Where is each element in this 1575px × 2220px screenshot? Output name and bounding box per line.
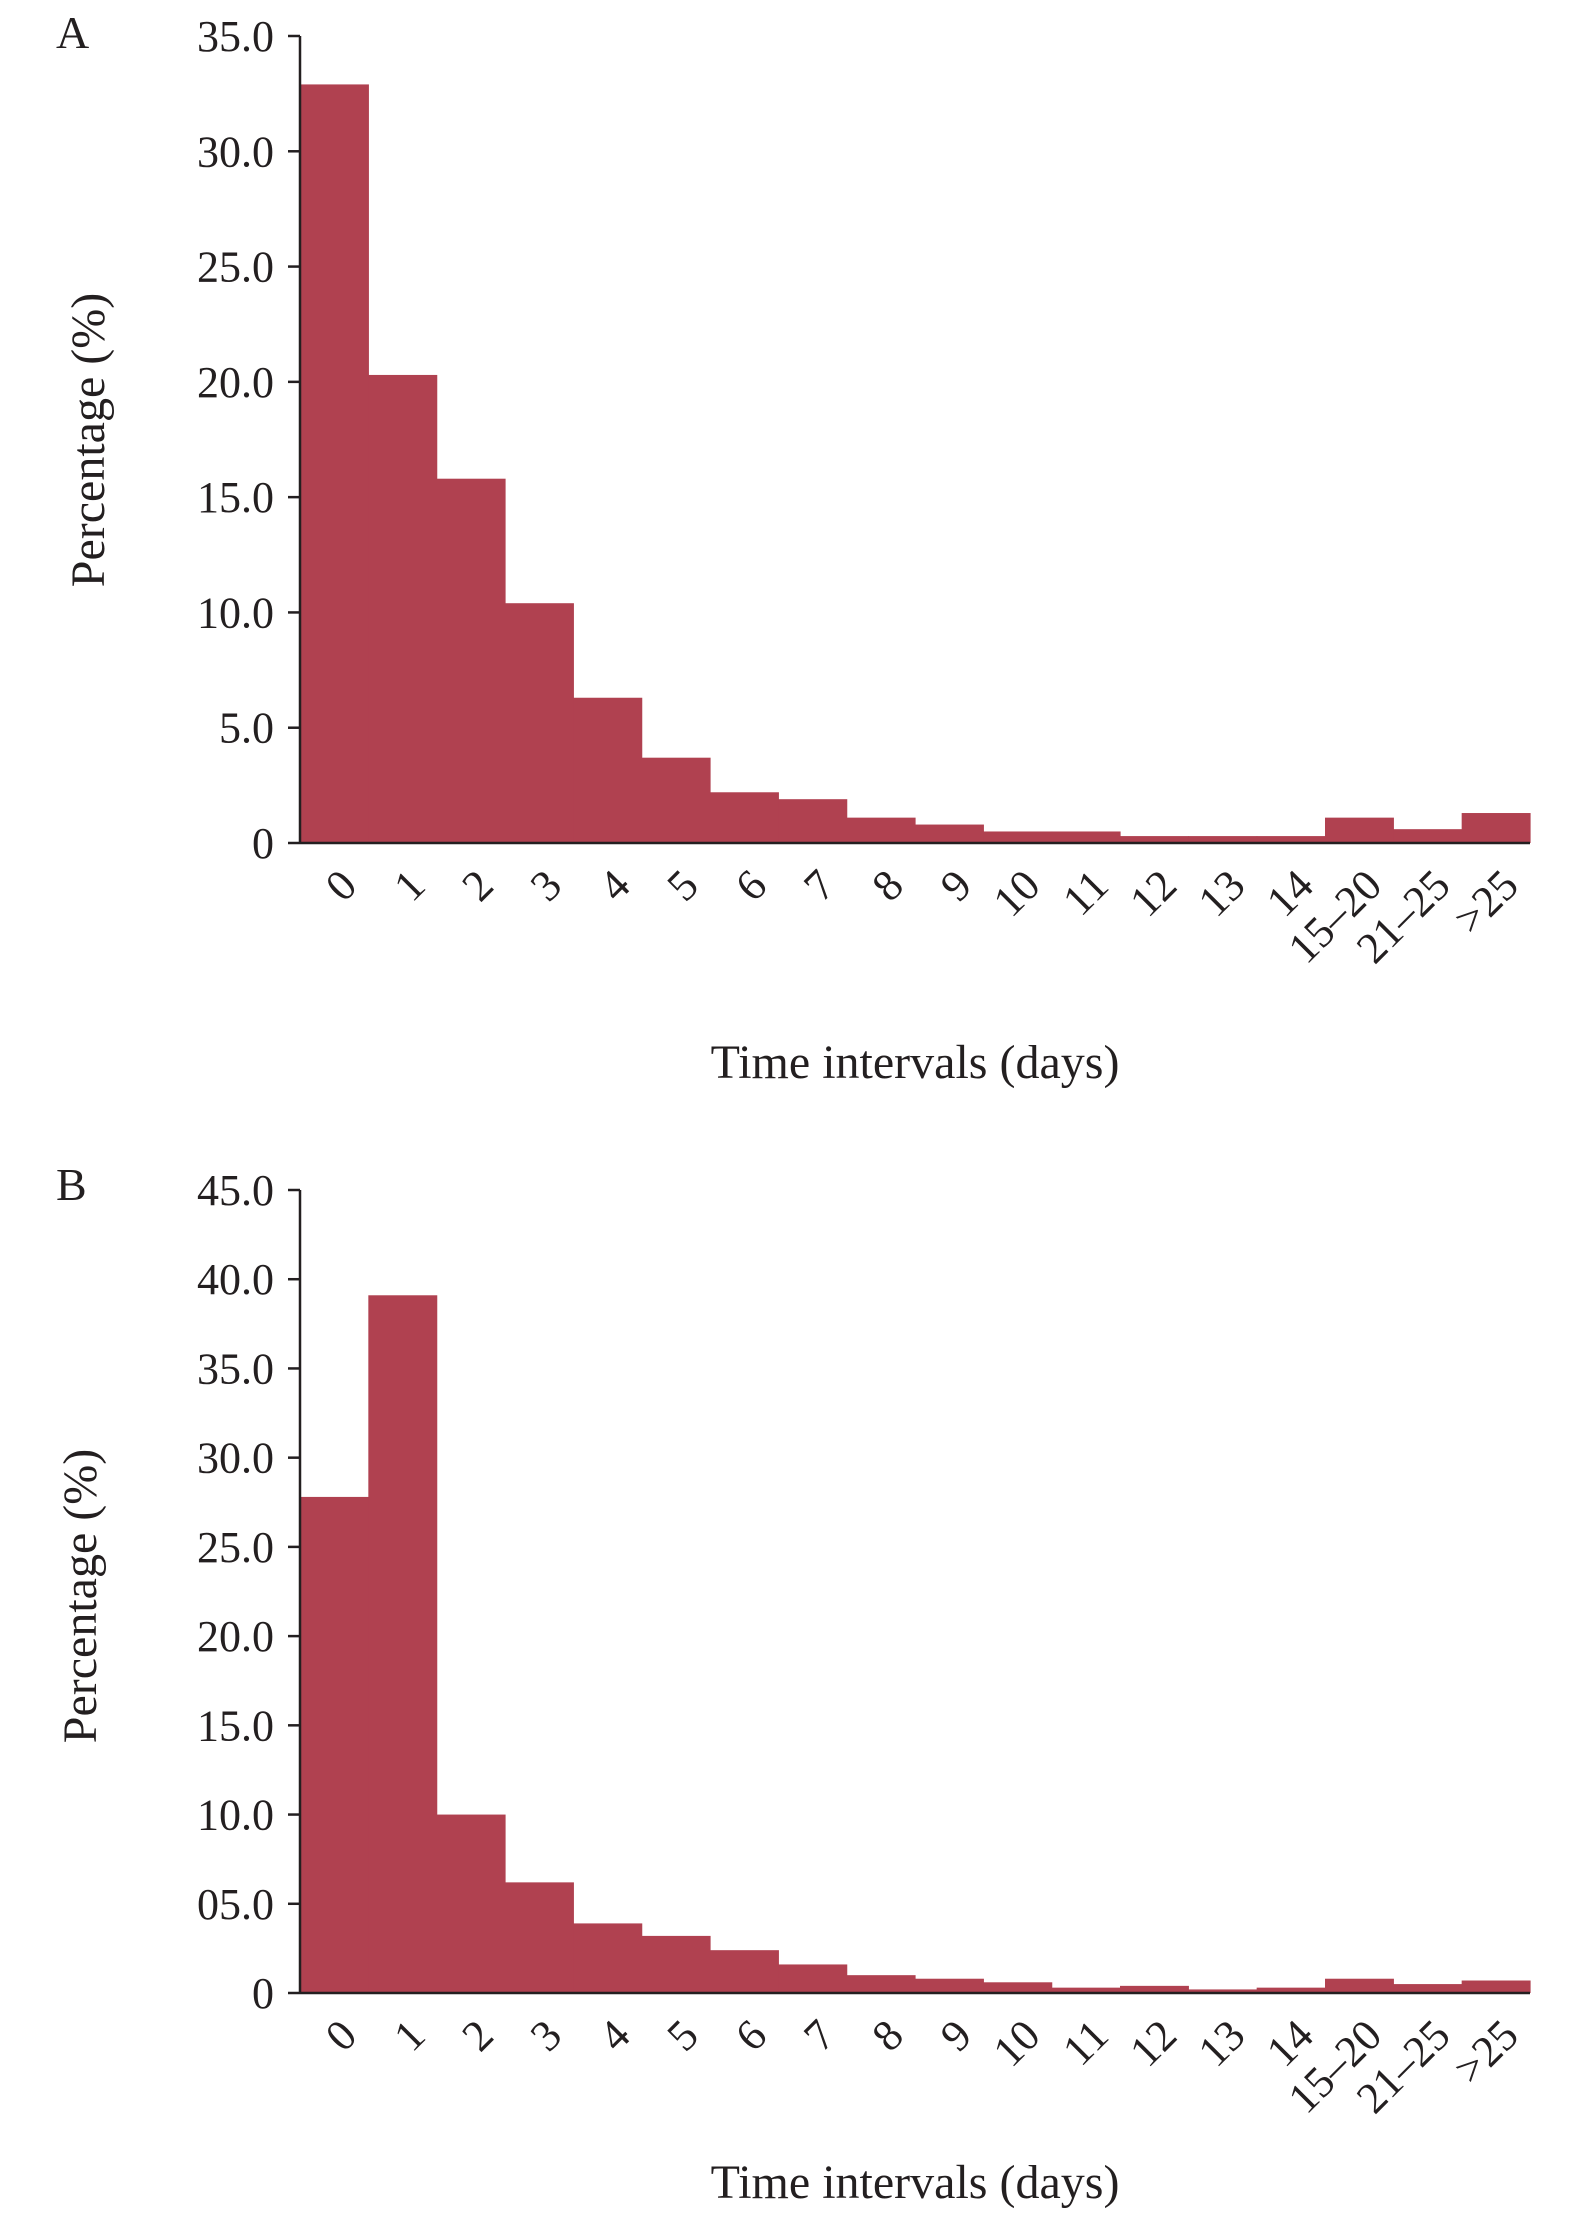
x-category-label-a-5: 5 bbox=[658, 860, 708, 910]
y-tick-label-b-5: 25.0 bbox=[197, 1523, 274, 1572]
bars-a bbox=[300, 84, 1531, 844]
y-tick-label-a-2: 10.0 bbox=[197, 588, 274, 637]
x-category-label-b-4: 4 bbox=[589, 2010, 639, 2060]
bar-b-16 bbox=[1393, 1984, 1463, 1993]
bar-b-12 bbox=[1120, 1985, 1189, 1993]
x-category-label-a-6: 6 bbox=[726, 860, 776, 910]
x-category-label-b-7: 7 bbox=[794, 2010, 844, 2060]
x-category-label-b-3: 3 bbox=[521, 2010, 571, 2060]
bar-b-8 bbox=[846, 1975, 916, 1993]
x-category-label-b-0: 0 bbox=[316, 2010, 366, 2060]
x-category-label-b-5: 5 bbox=[658, 2010, 708, 2060]
bar-a-3 bbox=[505, 603, 574, 843]
bar-a-8 bbox=[846, 817, 916, 843]
bar-b-17 bbox=[1461, 1980, 1531, 1993]
y-tick-label-b-2: 10.0 bbox=[197, 1791, 274, 1840]
y-tick-label-b-0: 0 bbox=[252, 1969, 274, 2018]
bar-b-13 bbox=[1188, 1989, 1258, 1993]
y-axis-ticks-a: 0 5.0 10.0 15.0 20.0 25.0 30.0 35.0 bbox=[197, 12, 300, 868]
y-tick-label-a-5: 25.0 bbox=[197, 243, 274, 292]
bar-a-1 bbox=[368, 374, 438, 843]
bar-a-4 bbox=[573, 697, 643, 843]
bar-a-17 bbox=[1461, 813, 1531, 843]
bar-b-14 bbox=[1256, 1987, 1326, 1993]
y-tick-label-a-4: 20.0 bbox=[197, 358, 274, 407]
x-category-label-a-13: 13 bbox=[1189, 860, 1255, 926]
bar-b-2 bbox=[436, 1814, 506, 1993]
x-category-label-a-7: 7 bbox=[794, 860, 844, 910]
x-category-label-b-17: >25 bbox=[1444, 2010, 1527, 2093]
y-tick-label-b-9: 45.0 bbox=[197, 1166, 274, 1215]
x-category-label-b-9: 9 bbox=[931, 2010, 981, 2060]
bar-b-5 bbox=[641, 1935, 711, 1993]
x-category-label-a-17: >25 bbox=[1444, 860, 1527, 943]
panel-label-b: B bbox=[56, 1159, 87, 1210]
bar-b-7 bbox=[778, 1964, 848, 1993]
bar-a-10 bbox=[983, 831, 1053, 843]
bar-b-3 bbox=[505, 1882, 574, 1993]
x-category-label-a-9: 9 bbox=[931, 860, 981, 910]
bars-b bbox=[300, 1295, 1531, 1993]
x-category-label-b-12: 12 bbox=[1120, 2010, 1186, 2076]
x-category-label-b-1: 1 bbox=[384, 2010, 434, 2060]
y-axis-title-a: Percentage (%) bbox=[62, 293, 115, 588]
x-category-label-a-0: 0 bbox=[316, 860, 366, 910]
y-tick-label-a-7: 35.0 bbox=[197, 12, 274, 61]
bar-b-0 bbox=[300, 1496, 369, 1993]
x-axis-title-b: Time intervals (days) bbox=[711, 2156, 1120, 2209]
x-category-label-b-8: 8 bbox=[863, 2010, 913, 2060]
bar-b-10 bbox=[983, 1982, 1053, 1993]
bar-a-15 bbox=[1325, 817, 1394, 843]
x-category-label-b-10: 10 bbox=[984, 2010, 1050, 2076]
bar-b-11 bbox=[1051, 1987, 1121, 1993]
y-tick-label-b-8: 40.0 bbox=[197, 1255, 274, 1304]
chart-panel-a: A Percentage (%) Time intervals (days) 0… bbox=[56, 7, 1531, 1089]
x-axis-title-a: Time intervals (days) bbox=[711, 1036, 1120, 1089]
chart-panel-b: B Percentage (%) Time intervals (days) 0… bbox=[54, 1159, 1531, 2209]
x-category-label-a-8: 8 bbox=[863, 860, 913, 910]
x-category-label-b-2: 2 bbox=[453, 2010, 503, 2060]
x-category-label-b-6: 6 bbox=[726, 2010, 776, 2060]
bar-a-9 bbox=[915, 824, 984, 843]
bar-a-5 bbox=[641, 757, 711, 843]
x-category-label-a-4: 4 bbox=[589, 860, 639, 910]
bar-a-12 bbox=[1120, 836, 1189, 843]
bar-a-11 bbox=[1051, 831, 1121, 843]
bar-b-1 bbox=[368, 1295, 438, 1993]
y-tick-label-b-7: 35.0 bbox=[197, 1344, 274, 1393]
x-category-label-b-11: 11 bbox=[1053, 2010, 1118, 2075]
y-tick-label-a-1: 5.0 bbox=[219, 704, 274, 753]
x-category-label-a-12: 12 bbox=[1120, 860, 1186, 926]
bar-a-14 bbox=[1256, 836, 1326, 843]
bar-a-16 bbox=[1393, 829, 1463, 843]
y-tick-label-a-6: 30.0 bbox=[197, 127, 274, 176]
bar-a-2 bbox=[436, 478, 506, 843]
bar-b-9 bbox=[915, 1978, 984, 1993]
bar-a-13 bbox=[1188, 836, 1258, 843]
bar-a-6 bbox=[710, 792, 779, 843]
x-category-label-a-11: 11 bbox=[1053, 860, 1118, 925]
x-category-label-b-13: 13 bbox=[1189, 2010, 1255, 2076]
x-category-label-a-1: 1 bbox=[384, 860, 434, 910]
bar-a-7 bbox=[778, 799, 848, 843]
y-tick-label-b-3: 15.0 bbox=[197, 1701, 274, 1750]
y-axis-ticks-b: 0 05.0 10.0 15.0 20.0 25.0 30.0 35.0 40.0 45.0 bbox=[197, 1166, 300, 2018]
x-category-label-a-2: 2 bbox=[453, 860, 503, 910]
panel-label-a: A bbox=[56, 7, 89, 58]
y-tick-label-a-0: 0 bbox=[252, 819, 274, 868]
bar-a-0 bbox=[300, 84, 369, 844]
y-tick-label-b-4: 20.0 bbox=[197, 1612, 274, 1661]
x-category-label-a-10: 10 bbox=[984, 860, 1050, 926]
x-category-label-a-3: 3 bbox=[521, 860, 571, 910]
y-axis-title-b: Percentage (%) bbox=[54, 1449, 107, 1744]
y-tick-label-b-1: 05.0 bbox=[197, 1880, 274, 1929]
y-tick-label-b-6: 30.0 bbox=[197, 1434, 274, 1483]
bar-b-6 bbox=[710, 1950, 779, 1993]
bar-b-15 bbox=[1325, 1978, 1394, 1993]
y-tick-label-a-3: 15.0 bbox=[197, 473, 274, 522]
bar-b-4 bbox=[573, 1923, 643, 1993]
